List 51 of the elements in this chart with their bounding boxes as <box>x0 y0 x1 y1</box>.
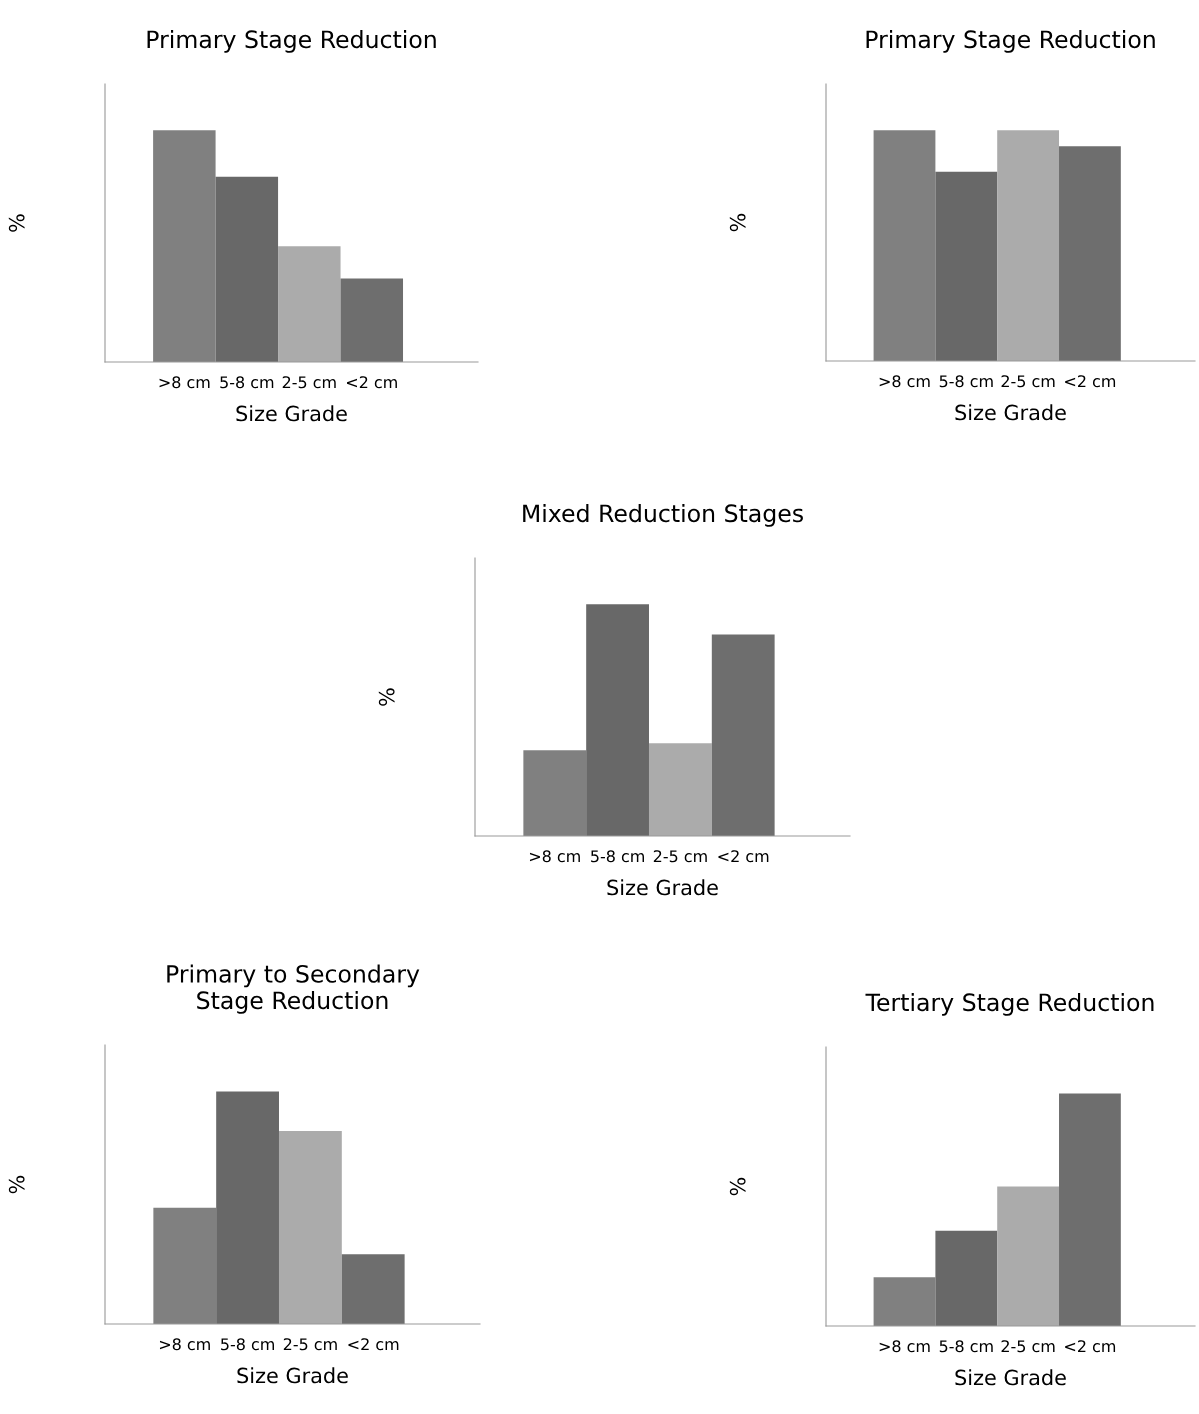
y-axis-title: % <box>378 688 395 706</box>
bar <box>711 634 775 836</box>
x-tick-label: >8 cm <box>879 1340 930 1353</box>
bar <box>153 130 216 362</box>
bar <box>341 1254 405 1324</box>
x-axis-title: Size Grade <box>955 1369 1066 1386</box>
x-tick-label: 5-8 cm <box>939 375 993 388</box>
bar <box>523 750 587 836</box>
x-tick-label: 2-5 cm <box>282 376 336 389</box>
chart-title: Tertiary Stage Reduction <box>865 992 1154 1016</box>
x-tick-label: >8 cm <box>159 1338 210 1351</box>
y-axis-title: % <box>729 213 746 232</box>
x-axis-title: Size Grade <box>955 404 1066 421</box>
x-tick-label: <2 cm <box>718 850 769 863</box>
x-tick-label: 5-8 cm <box>591 850 644 863</box>
chart-title: Mixed Reduction Stages <box>523 503 803 527</box>
bar <box>873 1277 936 1326</box>
x-tick-label: 2-5 cm <box>1001 1340 1055 1353</box>
bar <box>278 246 341 362</box>
chart-title: Primary Stage Reduction <box>147 29 436 53</box>
x-tick-label: 5-8 cm <box>221 1338 274 1351</box>
bar <box>216 1091 279 1324</box>
bar <box>215 176 279 362</box>
bar <box>340 278 404 362</box>
x-axis-title: Size Grade <box>237 1367 348 1384</box>
x-tick-label: >8 cm <box>879 375 930 388</box>
bar <box>586 604 649 836</box>
x-tick-label: 5-8 cm <box>939 1340 993 1353</box>
y-axis-title: % <box>8 1175 25 1194</box>
bar <box>1059 1093 1121 1326</box>
bar <box>935 1230 998 1326</box>
x-axis-title: Size Grade <box>607 879 718 896</box>
y-axis-title: % <box>729 1177 746 1196</box>
y-axis-title: % <box>8 214 25 232</box>
x-tick-label: 5-8 cm <box>220 376 274 389</box>
chart-title: Primary to Secondary Stage Reduction <box>167 964 420 1014</box>
bar <box>278 1131 342 1324</box>
x-tick-label: <2 cm <box>1065 1340 1116 1353</box>
x-tick-label: >8 cm <box>529 850 580 863</box>
bar <box>648 743 712 836</box>
chart-title: Primary Stage Reduction <box>866 29 1155 53</box>
x-tick-label: >8 cm <box>159 376 210 389</box>
x-tick-label: 2-5 cm <box>1001 375 1055 388</box>
x-tick-label: 2-5 cm <box>653 850 707 863</box>
x-axis-title: Size Grade <box>236 405 347 422</box>
x-tick-label: <2 cm <box>1065 375 1116 388</box>
x-tick-label: <2 cm <box>348 1338 399 1351</box>
x-tick-label: <2 cm <box>347 376 397 389</box>
bar <box>997 1186 1060 1326</box>
bar <box>153 1207 217 1324</box>
x-tick-label: 2-5 cm <box>283 1338 337 1351</box>
